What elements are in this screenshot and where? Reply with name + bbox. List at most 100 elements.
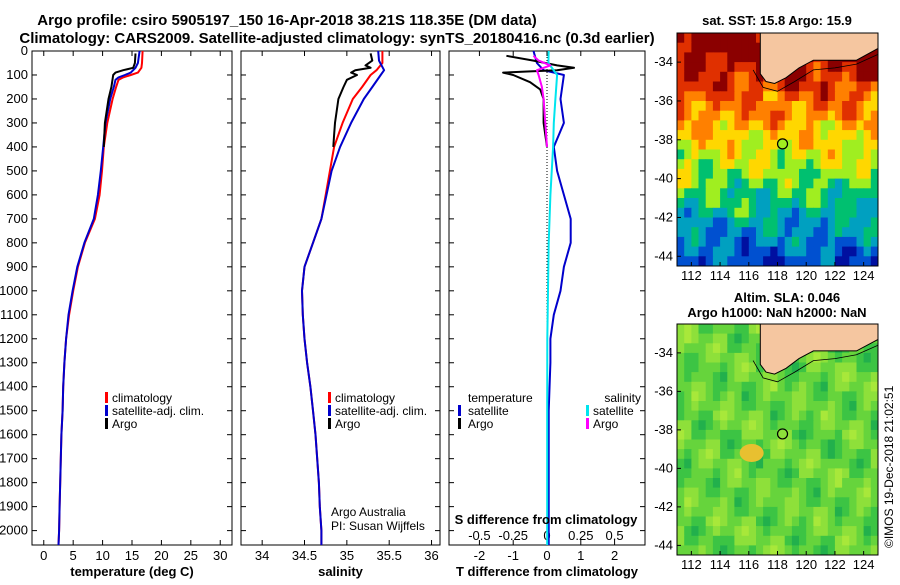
- sst-map-cell: [770, 101, 778, 112]
- sst-map-cell: [870, 256, 879, 267]
- sst-map-cell: [677, 62, 685, 73]
- sst-map-cell: [691, 246, 700, 257]
- legend-swatch-satellite: [328, 405, 331, 416]
- sla-map-cell: [734, 478, 743, 489]
- sla-map-cell: [799, 535, 807, 546]
- sst-map-cell: [698, 130, 707, 141]
- sst-map-cell: [856, 71, 865, 82]
- sla-map-cell: [741, 516, 750, 527]
- sla-map-cell: [727, 420, 735, 431]
- sst-map-cell: [684, 217, 692, 228]
- sst-map-cell: [834, 120, 843, 131]
- lon-tick-label: 116: [738, 557, 759, 572]
- sla-map-cell: [720, 439, 728, 450]
- legend-label-satellite: satellite-adj. clim.: [112, 404, 204, 418]
- sst-map-cell: [684, 130, 692, 141]
- sla-map-cell: [770, 429, 778, 440]
- sst-map-cell: [849, 91, 857, 102]
- sst-map-cell: [734, 217, 743, 228]
- sst-map-cell: [842, 159, 850, 170]
- sla-map-cell: [705, 352, 714, 363]
- sla-map-cell: [870, 362, 879, 373]
- sst-map-cell: [763, 217, 771, 228]
- sst-map-cell: [849, 130, 857, 141]
- sst-map-cell: [856, 227, 865, 238]
- sla-map-cell: [856, 372, 865, 383]
- x-tick-label: 36: [424, 548, 438, 563]
- lon-tick-label: 114: [710, 268, 731, 283]
- sst-map-cell: [827, 168, 836, 180]
- sla-map-cell: [842, 372, 850, 383]
- sst-map-cell: [870, 130, 879, 141]
- sst-map-cell: [705, 101, 714, 112]
- sla-map-cell: [727, 439, 735, 450]
- sla-map-cell: [820, 410, 829, 421]
- sla-map-cell: [712, 478, 721, 489]
- sla-map-cell: [791, 458, 800, 469]
- sla-map-cell: [741, 526, 750, 537]
- sst-map-cell: [784, 168, 793, 180]
- sst-map-cell: [720, 120, 728, 131]
- sst-map-cell: [684, 188, 692, 199]
- sst-map-cell: [734, 130, 743, 141]
- lat-tick-label: -40: [654, 460, 673, 475]
- sst-map-cell: [806, 246, 814, 257]
- sla-map-cell: [849, 487, 857, 498]
- sst-map-cell: [727, 81, 735, 92]
- sst-map-cell: [827, 198, 836, 209]
- sla-map-cell: [677, 468, 685, 479]
- sla-map-cell: [698, 458, 707, 469]
- sla-map-cell: [698, 545, 707, 556]
- sla-map-cell: [677, 410, 685, 421]
- sst-map-cell: [820, 168, 829, 180]
- legend-label-sal-argo: Argo: [593, 417, 619, 431]
- sla-map-cell: [791, 420, 800, 431]
- sst-map-cell: [791, 168, 800, 180]
- sst-map-cell: [799, 188, 807, 199]
- sla-map-cell: [712, 429, 721, 440]
- sst-map-cell: [677, 198, 685, 209]
- sst-map-cell: [770, 168, 778, 180]
- sla-map-cell: [727, 478, 735, 489]
- sst-map-cell: [691, 178, 700, 189]
- sst-map-cell: [791, 149, 800, 160]
- sla-map-cell: [856, 535, 865, 546]
- sla-map-cell: [698, 352, 707, 363]
- sst-map-cell: [820, 159, 829, 170]
- sst-map-cell: [741, 168, 750, 180]
- sla-map-cell: [813, 526, 822, 537]
- sla-map-cell: [813, 391, 822, 402]
- sst-map-cell: [834, 198, 843, 209]
- sla-map-cell: [748, 506, 757, 517]
- sla-map-cell: [756, 458, 764, 469]
- sst-map-cell: [705, 130, 714, 141]
- sla-map-cell: [870, 478, 879, 489]
- sla-map-cell: [677, 429, 685, 440]
- sla-map-cell: [842, 468, 850, 479]
- sla-map-cell: [806, 487, 814, 498]
- sst-map-cell: [777, 217, 786, 228]
- sst-map-cell: [806, 207, 814, 218]
- sla-map-cell: [777, 526, 786, 537]
- sst-map-cell: [820, 227, 829, 238]
- sst-map-cell: [720, 168, 728, 180]
- sla-map-cell: [727, 526, 735, 537]
- sla-map-cell: [734, 516, 743, 527]
- sla-map-cell: [741, 429, 750, 440]
- sst-map-cell: [791, 217, 800, 228]
- sla-map-cell: [777, 487, 786, 498]
- sla-map-cell: [684, 487, 692, 498]
- series-line-salinity-argo: [532, 55, 552, 147]
- sla-map-cell: [741, 343, 750, 354]
- sla-map-cell: [791, 468, 800, 479]
- sst-map-cell: [820, 149, 829, 160]
- sla-map-cell: [727, 372, 735, 383]
- sst-map-cell: [756, 236, 764, 248]
- sst-map-cell: [842, 188, 850, 199]
- sla-map-cell: [691, 439, 700, 450]
- sla-map-cell: [799, 545, 807, 556]
- sla-map-cell: [806, 352, 814, 363]
- sla-map-cell: [806, 458, 814, 469]
- legend-label-argo: Argo: [112, 417, 138, 431]
- sst-map-cell: [777, 227, 786, 238]
